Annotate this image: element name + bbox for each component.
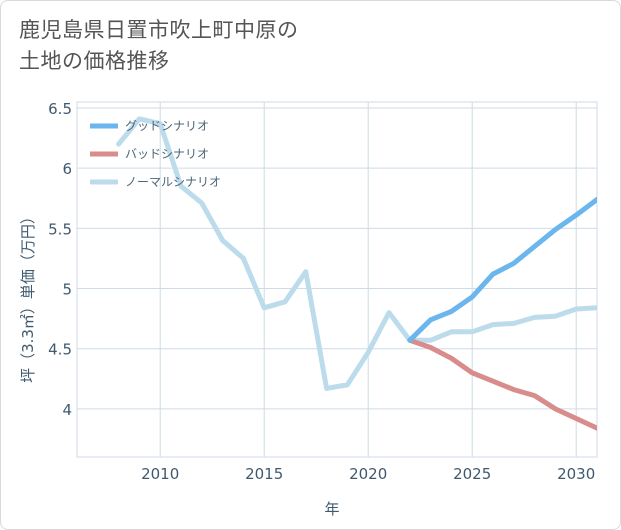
x-tick-label: 2030: [557, 465, 595, 483]
x-tick-label: 2015: [245, 465, 283, 483]
x-tick-label: 2025: [453, 465, 491, 483]
grid-lines: [76, 101, 598, 458]
x-tick-label: 2020: [349, 465, 387, 483]
y-tick-label: 4.5: [48, 341, 72, 359]
series-lines: [116, 116, 597, 431]
chart-title-line-1: 鹿児島県日置市吹上町中原の: [19, 18, 299, 42]
series-line-0: [407, 197, 597, 343]
y-tick-label: 6: [62, 160, 72, 178]
y-tick-label: 6.5: [48, 100, 72, 118]
legend-label: グッドシナリオ: [125, 119, 209, 133]
y-tick-label: 5.5: [48, 220, 72, 238]
y-tick-label: 5: [62, 281, 72, 299]
chart-title-line-2: 土地の価格推移: [19, 49, 170, 73]
series-line-2: [116, 116, 597, 391]
x-tick-label: 2010: [141, 465, 179, 483]
chart-title: 鹿児島県日置市吹上町中原の 土地の価格推移: [19, 15, 299, 77]
plot-border: [76, 101, 598, 458]
legend-label: ノーマルシナリオ: [125, 175, 221, 189]
y-tick-label: 4: [62, 401, 72, 419]
x-axis-label: 年: [324, 500, 339, 518]
legend-label: バッドシナリオ: [125, 147, 209, 161]
y-axis-label: 坪（3.3㎡）単価（万円）: [19, 209, 37, 383]
series-line-1: [407, 337, 597, 431]
tick-labels: 4 4.5 5 5.5 6 6.5 2010 2015 2020 2025 2030: [48, 100, 595, 483]
